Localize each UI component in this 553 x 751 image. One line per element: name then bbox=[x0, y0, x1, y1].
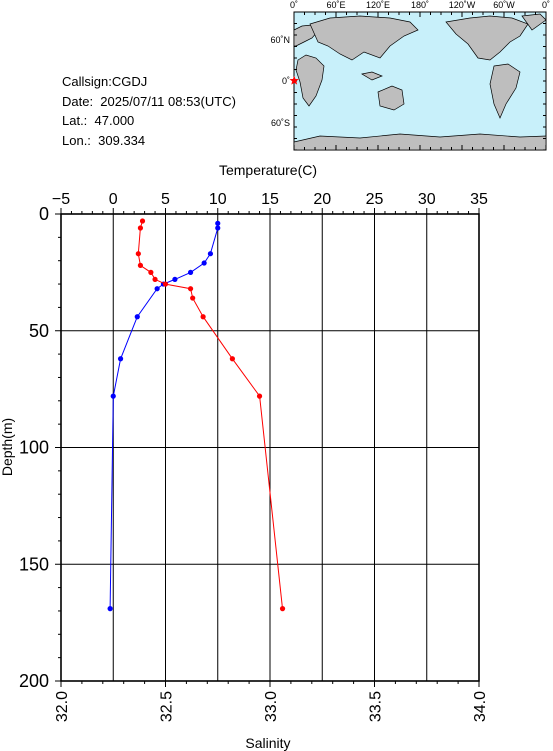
map-longitude-label: 60˚W bbox=[493, 0, 515, 10]
map-longitude-label: 60˚E bbox=[326, 0, 345, 10]
temperature-data-point bbox=[134, 314, 140, 320]
salinity-tick-label: 32.5 bbox=[159, 691, 176, 722]
chart-axes bbox=[55, 208, 480, 687]
map-longitude-label: 120˚W bbox=[449, 0, 476, 10]
salinity-data-point bbox=[187, 286, 194, 292]
temperature-tick-label: 30 bbox=[418, 191, 436, 208]
salinity-axis-label: Salinity bbox=[245, 735, 290, 751]
depth-tick-label: 200 bbox=[19, 671, 49, 691]
temperature-tick-label: 15 bbox=[261, 191, 279, 208]
map-latitude-labels: 60˚N 0˚ 60˚S bbox=[270, 35, 290, 128]
salinity-data-point bbox=[256, 393, 263, 399]
temperature-data-point bbox=[107, 606, 113, 612]
salinity-data-point bbox=[200, 314, 206, 320]
map-latitude-label: 60˚S bbox=[271, 118, 290, 128]
chart-grid bbox=[61, 214, 479, 681]
salinity-data-point bbox=[137, 262, 144, 268]
salinity-data-point bbox=[152, 276, 158, 282]
world-location-map: 0˚ 60˚E 120˚E 180˚ 120˚W 60˚W 0˚ 60˚N 0˚ 60˚S bbox=[270, 0, 550, 151]
salinity-tick-labels: 32.0 32.5 33.0 33.5 34.0 bbox=[54, 691, 489, 722]
temperature-data-point bbox=[207, 251, 214, 257]
temperature-tick-label: 0 bbox=[109, 191, 118, 208]
temperature-data-point bbox=[215, 225, 221, 231]
salinity-data-point bbox=[162, 281, 169, 287]
temperature-data-point bbox=[215, 220, 221, 226]
salinity-data-point bbox=[190, 295, 196, 301]
salinity-data-point bbox=[135, 251, 141, 257]
salinity-data-point bbox=[279, 606, 286, 612]
temperature-profile-line bbox=[109, 223, 219, 609]
longitude-text: Lon.: 309.334 bbox=[62, 132, 146, 148]
map-longitude-label: 0˚ bbox=[290, 0, 298, 10]
station-info: Callsign:CGDJ Date: 2025/07/11 08:53(UTC… bbox=[62, 72, 236, 150]
latitude-text: Lat.: 47.000 bbox=[62, 113, 135, 128]
depth-axis-label: Depth(m) bbox=[0, 418, 15, 476]
salinity-tick-label: 33.0 bbox=[263, 691, 280, 722]
temperature-data-point bbox=[110, 393, 116, 399]
temperature-tick-label: 35 bbox=[470, 191, 488, 208]
map-latitude-label: 0˚ bbox=[282, 76, 290, 86]
temperature-data-point bbox=[201, 260, 207, 266]
temperature-tick-label: 20 bbox=[313, 191, 331, 208]
temperature-tick-label: 5 bbox=[161, 191, 170, 208]
map-longitude-label: 180˚ bbox=[411, 0, 429, 10]
salinity-tick-label: 34.0 bbox=[472, 691, 489, 722]
temperature-tick-label: 10 bbox=[209, 191, 227, 208]
temperature-data-point bbox=[154, 286, 160, 292]
temperature-tick-labels: −5 0 5 10 15 20 25 30 35 bbox=[52, 191, 488, 208]
depth-tick-label: 100 bbox=[19, 438, 49, 458]
temperature-data-point bbox=[117, 356, 124, 362]
salinity-data-point bbox=[137, 225, 144, 231]
star-icon bbox=[289, 75, 299, 85]
salinity-data-point bbox=[148, 269, 154, 275]
temperature-axis-label: Temperature(C) bbox=[219, 162, 317, 178]
map-longitude-label: 0˚ bbox=[542, 0, 550, 10]
depth-tick-label: 0 bbox=[39, 204, 49, 224]
salinity-data-point bbox=[139, 218, 146, 224]
depth-tick-labels: 0 50 100 150 200 bbox=[19, 204, 49, 691]
map-latitude-label: 60˚N bbox=[270, 35, 290, 45]
temperature-data-point bbox=[172, 276, 178, 282]
depth-tick-label: 150 bbox=[19, 554, 49, 574]
salinity-data-point bbox=[229, 356, 235, 362]
depth-tick-label: 50 bbox=[29, 321, 49, 341]
salinity-tick-label: 33.5 bbox=[368, 691, 385, 722]
temperature-tick-label: 25 bbox=[366, 191, 384, 208]
salinity-tick-label: 32.0 bbox=[54, 691, 71, 722]
date-text: Date: 2025/07/11 08:53(UTC) bbox=[62, 93, 236, 109]
map-longitude-labels: 0˚ 60˚E 120˚E 180˚ 120˚W 60˚W 0˚ bbox=[290, 0, 550, 10]
map-frame-ticks bbox=[293, 11, 547, 151]
profile-series bbox=[107, 218, 286, 612]
temperature-data-point bbox=[187, 269, 194, 275]
callsign-text: Callsign:CGDJ bbox=[62, 74, 148, 89]
temperature-tick-label: −5 bbox=[52, 191, 70, 208]
map-longitude-label: 120˚E bbox=[366, 0, 390, 10]
salinity-profile-line bbox=[137, 220, 283, 609]
